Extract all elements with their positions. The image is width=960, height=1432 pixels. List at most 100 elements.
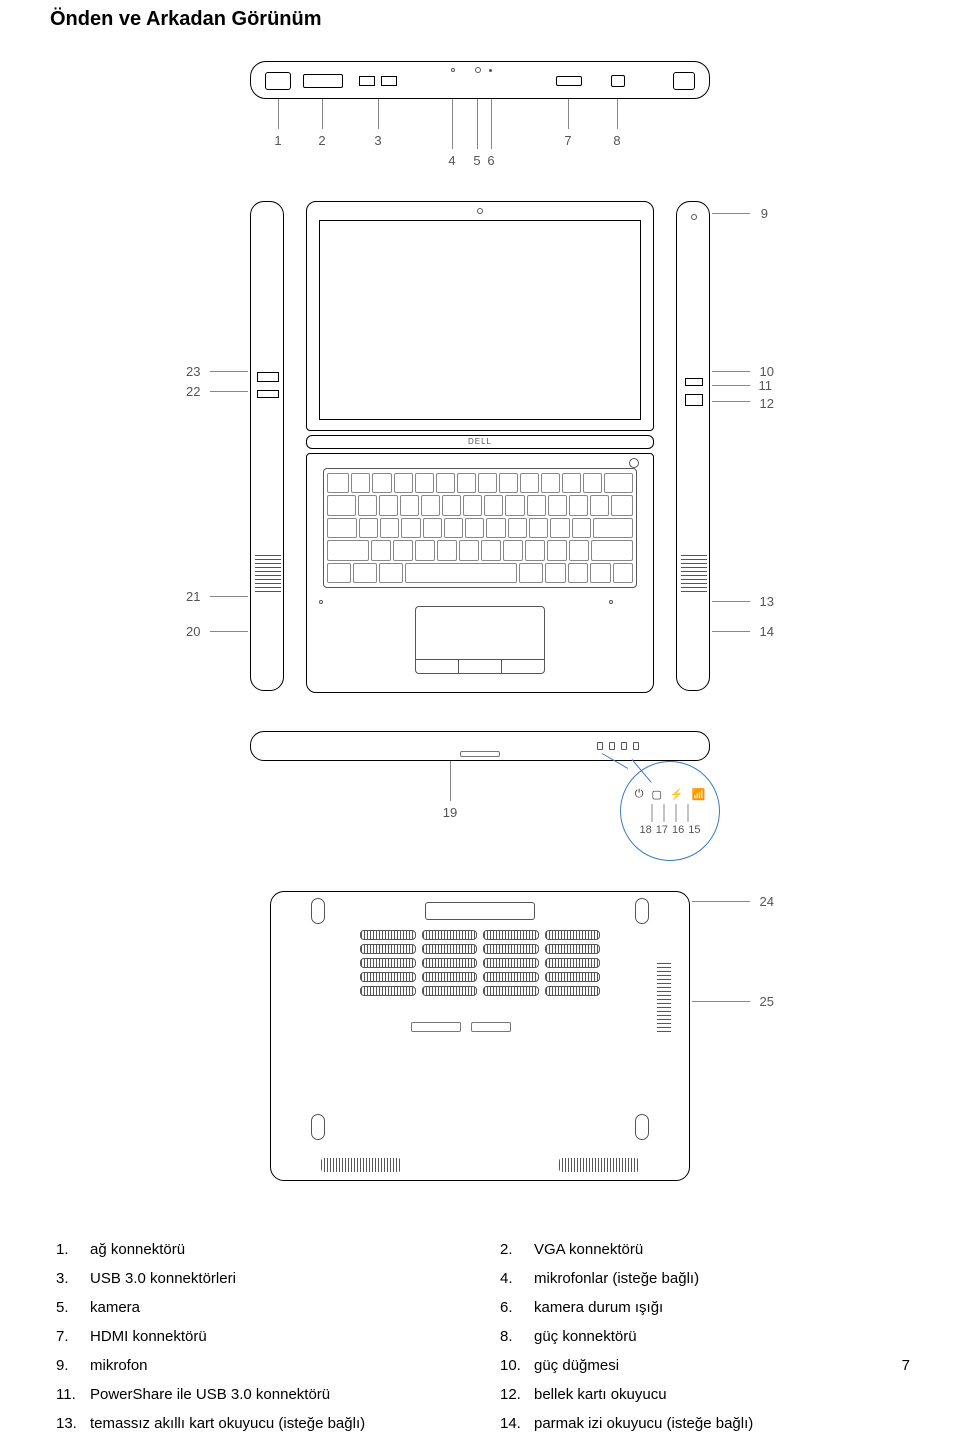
callout-20: 20 [186, 624, 200, 639]
legend-num: 13. [56, 1415, 90, 1432]
zoom-lines [652, 804, 689, 822]
label-line [712, 601, 750, 602]
pointing-stick [319, 600, 323, 604]
callout-2: 2 [318, 133, 325, 148]
page-number: 7 [902, 1357, 910, 1374]
legend-text: USB 3.0 konnektörleri [90, 1270, 236, 1287]
docking-connector [425, 902, 535, 920]
brand-label: DELL [468, 437, 492, 446]
mic-dot [451, 68, 455, 72]
camera-icon [477, 208, 483, 214]
legend-text: kamera [90, 1299, 140, 1316]
legend-text: mikrofon [90, 1357, 148, 1374]
legend-item: 8.güç konnektörü [500, 1328, 904, 1345]
callout-19: 19 [443, 805, 457, 820]
right-side-edge [676, 201, 710, 691]
callout-17: 17 [656, 824, 668, 836]
legend-num: 9. [56, 1357, 90, 1374]
left-port [257, 390, 279, 398]
callout-24: 24 [760, 894, 774, 909]
left-port [257, 372, 279, 382]
legend-text: VGA konnektörü [534, 1241, 643, 1258]
label-line [712, 401, 750, 402]
laptop-diagram: 1 2 3 4 5 6 7 8 DELL [210, 61, 750, 1201]
legend-list: 1.ağ konnektörü 2.VGA konnektörü 3.USB 3… [50, 1241, 910, 1432]
legend-text: mikrofonlar (isteğe bağlı) [534, 1270, 699, 1287]
legend-num: 2. [500, 1241, 534, 1258]
laptop-lid [306, 201, 654, 431]
label-line [692, 901, 750, 902]
legend-item: 1.ağ konnektörü [56, 1241, 460, 1258]
right-vent [681, 552, 707, 592]
legend-item: 4.mikrofonlar (isteğe bağlı) [500, 1270, 904, 1287]
callout-6: 6 [487, 153, 494, 168]
front-body [250, 731, 710, 761]
back-edge-view: 1 2 3 4 5 6 7 8 [210, 61, 750, 201]
legend-text: kamera durum ışığı [534, 1299, 663, 1316]
zoom-icons: ⏻▢⚡📶 [635, 788, 706, 801]
legend-num: 1. [56, 1241, 90, 1258]
label-line [210, 596, 248, 597]
callout-line [322, 99, 323, 129]
touchpad [415, 606, 545, 674]
status-dot [609, 600, 613, 604]
callout-7: 7 [564, 133, 571, 148]
zoom-numbers: 18 17 16 15 [640, 824, 701, 836]
keyboard [323, 468, 637, 588]
legend-item: 12.bellek kartı okuyucu [500, 1386, 904, 1403]
foot [311, 898, 325, 924]
label-line [692, 1001, 750, 1002]
callout-line [568, 99, 569, 129]
open-laptop-view: DELL 9 10 11 12 13 14 [210, 201, 750, 721]
callout-line [278, 99, 279, 129]
port-usb-a [359, 76, 375, 86]
status-leds [597, 742, 639, 750]
left-side-edge [250, 201, 284, 691]
right-port-usb [685, 378, 703, 386]
speaker-grille [559, 1158, 639, 1172]
callout-13: 13 [760, 594, 774, 609]
vent-block [360, 930, 600, 1000]
callout-21: 21 [186, 589, 200, 604]
callout-9: 9 [761, 206, 768, 221]
callout-line [452, 99, 453, 149]
front-slot [460, 751, 500, 757]
label-line [712, 385, 750, 386]
callout-12: 12 [760, 396, 774, 411]
right-port-sd [685, 394, 703, 406]
callout-16: 16 [672, 824, 684, 836]
legend-item: 9.mikrofon [56, 1357, 460, 1374]
port-end [673, 72, 695, 90]
camera-led [489, 69, 492, 72]
laptop-screen [319, 220, 641, 420]
label-line [712, 213, 750, 214]
foot [635, 898, 649, 924]
callout-10: 10 [760, 364, 774, 379]
foot [311, 1114, 325, 1140]
callout-23: 23 [186, 364, 200, 379]
legend-num: 14. [500, 1415, 534, 1432]
legend-num: 5. [56, 1299, 90, 1316]
legend-num: 7. [56, 1328, 90, 1345]
label-line [210, 631, 248, 632]
legend-num: 6. [500, 1299, 534, 1316]
callout-1: 1 [274, 133, 281, 148]
callout-8: 8 [613, 133, 620, 148]
legend-text: temassız akıllı kart okuyucu (isteğe bağ… [90, 1415, 365, 1432]
port-network [265, 72, 291, 90]
legend-text: HDMI konnektörü [90, 1328, 207, 1345]
legend-item: 7.HDMI konnektörü [56, 1328, 460, 1345]
callout-14: 14 [760, 624, 774, 639]
callout-4: 4 [448, 153, 455, 168]
legend-item: 10.güç düğmesi [500, 1357, 904, 1374]
callout-5: 5 [473, 153, 480, 168]
label-line [712, 371, 750, 372]
foot [635, 1114, 649, 1140]
label-line [450, 761, 451, 801]
legend-num: 10. [500, 1357, 534, 1374]
port-power [611, 75, 625, 87]
left-vent [255, 552, 281, 592]
legend-num: 8. [500, 1328, 534, 1345]
callout-11: 11 [759, 378, 773, 393]
port-vga [303, 74, 343, 88]
